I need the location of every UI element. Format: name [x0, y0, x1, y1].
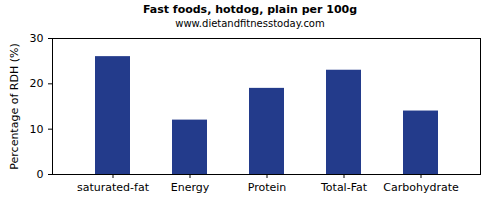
svg-text:Percentage of RDH (%): Percentage of RDH (%) [8, 43, 21, 169]
html-text:Fast foods, hotdog, plain per: Fast foods, hotdog, plain per 100g [142, 3, 358, 16]
svg-text:0: 0 [37, 168, 44, 181]
svg-text:10: 10 [30, 123, 44, 136]
svg-text:saturated-fat: saturated-fat [77, 181, 150, 194]
svg-text:30: 30 [30, 32, 44, 45]
svg-text:Carbohydrate: Carbohydrate [383, 181, 459, 194]
html-text:www.dietandfitnesstoday.com: www.dietandfitnesstoday.com [175, 18, 325, 29]
svg-text:Energy: Energy [171, 181, 210, 194]
svg-text:Protein: Protein [248, 181, 287, 194]
svg-text:Total-Fat: Total-Fat [320, 181, 368, 194]
svg-text:20: 20 [30, 77, 44, 90]
